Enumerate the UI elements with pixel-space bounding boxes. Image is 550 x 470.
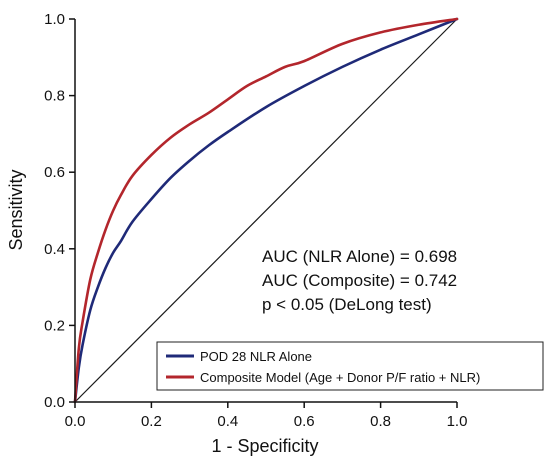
y-tick-label: 0.4 — [44, 241, 65, 258]
x-tick-label: 0.4 — [217, 413, 238, 430]
x-tick-label: 0.0 — [65, 413, 86, 430]
x-tick-label: 0.8 — [370, 413, 391, 430]
x-tick-label: 0.6 — [294, 413, 315, 430]
x-axis-title: 1 - Specificity — [211, 436, 318, 456]
x-tick-label: 1.0 — [447, 413, 468, 430]
auc-nlr-annotation: AUC (NLR Alone) = 0.698 — [262, 247, 457, 266]
y-axis-title: Sensitivity — [6, 169, 26, 250]
p-value-annotation: p < 0.05 (DeLong test) — [262, 295, 432, 314]
reference-diagonal-line — [74, 18, 458, 403]
series-line-nlr-alone — [73, 17, 459, 404]
y-tick-label: 0.2 — [44, 317, 65, 334]
y-tick-label: 0.6 — [44, 164, 65, 181]
x-tick-label: 0.2 — [141, 413, 162, 430]
legend-box — [156, 341, 544, 391]
y-tick-label: 0.8 — [44, 88, 65, 105]
auc-composite-annotation: AUC (Composite) = 0.742 — [262, 271, 457, 290]
legend-label-composite: Composite Model (Age + Donor P/F ratio +… — [200, 370, 480, 385]
series-line-composite — [73, 17, 459, 404]
y-tick-label: 0.0 — [44, 394, 65, 411]
legend-label-nlr-alone: POD 28 NLR Alone — [200, 349, 312, 364]
y-tick-label: 1.0 — [44, 11, 65, 28]
legend: POD 28 NLR Alone Composite Model (Age + … — [156, 341, 544, 391]
